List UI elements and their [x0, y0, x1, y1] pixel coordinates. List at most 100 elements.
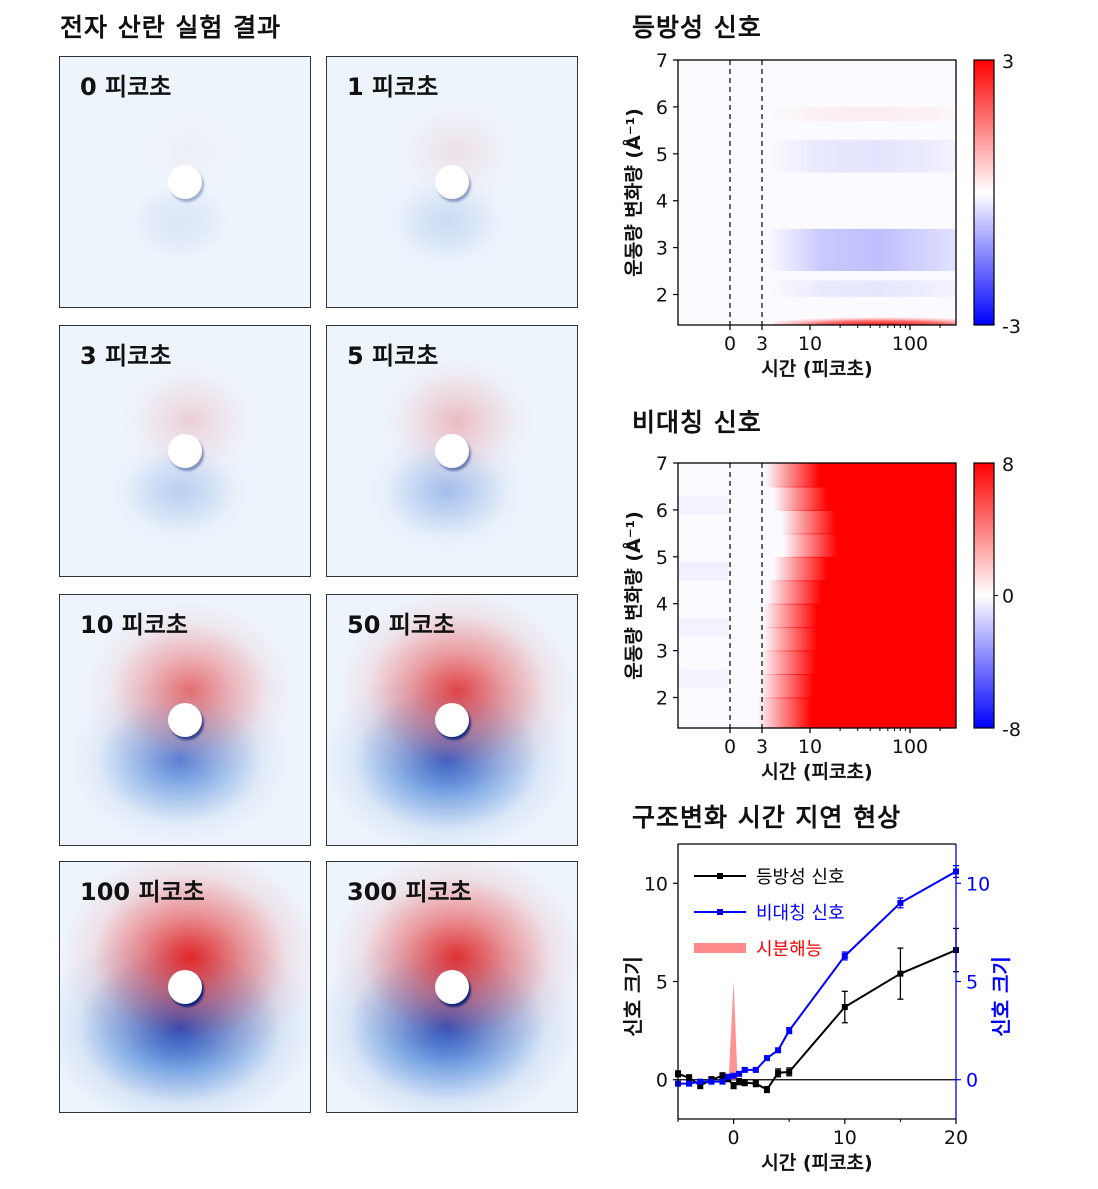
y-tick-label: 7	[656, 453, 668, 475]
y-tick-label: 5	[656, 144, 668, 166]
data-point	[697, 1082, 704, 1089]
signal-edge	[773, 486, 828, 511]
signal-edge	[783, 533, 838, 558]
y-axis-label-left: 신호 크기	[621, 956, 645, 1037]
x-tick-label: 3	[756, 333, 768, 355]
panel-time-label: 10 피코초	[80, 611, 188, 639]
signal-band	[766, 228, 956, 272]
signal-region	[820, 463, 956, 488]
data-point	[775, 1047, 782, 1054]
beam-stop	[435, 703, 469, 737]
diffraction-panel: 0 피코초	[59, 56, 311, 308]
data-point	[741, 1066, 748, 1073]
x-axis-label: 시간 (피코초)	[761, 1152, 872, 1174]
signal-region	[818, 627, 956, 652]
x-tick-label: 20	[944, 1127, 968, 1149]
legend-swatch	[694, 943, 746, 953]
panel-time-label: 5 피코초	[347, 342, 439, 370]
signal-edge	[781, 509, 836, 535]
signal-edge	[765, 463, 820, 488]
legend-label: 비대칭 신호	[756, 903, 845, 924]
beam-stop	[168, 165, 202, 199]
x-axis-label: 시간 (피코초)	[761, 761, 872, 783]
x-tick-label: 10	[833, 1127, 857, 1149]
beam-stop	[435, 970, 469, 1004]
y-axis-label: 운동량 변화량 (Å⁻¹)	[621, 108, 645, 277]
signal-edge	[759, 674, 814, 699]
y-tick-label: 3	[656, 641, 668, 663]
panel-time-label: 50 피코초	[347, 611, 455, 639]
plot-frame	[677, 59, 957, 326]
diffraction-panel: 100 피코초	[59, 861, 311, 1113]
signal-band	[766, 106, 956, 121]
legend-marker	[717, 873, 723, 879]
y-tick-label: 4	[656, 594, 668, 616]
beam-stop	[168, 434, 202, 468]
signal-band-red	[773, 313, 956, 325]
delay-title: 구조변화 시간 지연 현상	[632, 803, 902, 832]
x-tick-label: 10	[798, 736, 822, 758]
data-point	[697, 1078, 704, 1085]
data-point	[730, 1082, 737, 1089]
left-title: 전자 산란 실험 결과	[60, 13, 282, 42]
diffraction-panel: 300 피코초	[326, 861, 578, 1113]
x-axis-label: 시간 (피코초)	[761, 358, 872, 380]
data-point	[752, 1080, 759, 1087]
signal-region	[822, 580, 956, 605]
x-tick-label: 0	[724, 736, 736, 758]
signal-region	[814, 674, 956, 699]
panel-time-label: 1 피코초	[347, 73, 439, 101]
beam-stop	[168, 703, 202, 737]
signal-edge	[767, 580, 822, 605]
signal-region	[838, 533, 956, 558]
y2-tick-label: 5	[966, 972, 978, 994]
plot-frame	[677, 462, 957, 729]
aniso-title: 비대칭 신호	[632, 408, 762, 437]
data-point	[752, 1066, 759, 1073]
beam-stop	[435, 434, 469, 468]
data-point	[719, 1072, 726, 1079]
data-point	[775, 1069, 782, 1076]
data-point	[897, 970, 904, 977]
panel-time-label: 300 피코초	[347, 878, 472, 906]
signal-region	[828, 486, 956, 511]
x-tick-label: 10	[798, 333, 822, 355]
colorbar-min-label: -8	[1002, 719, 1021, 741]
y2-tick-label: 0	[966, 1070, 978, 1092]
beam-stop	[168, 970, 202, 1004]
data-point	[686, 1080, 693, 1087]
colorbar-max-label: 3	[1002, 51, 1014, 73]
signal-band	[766, 280, 956, 297]
y-tick-label: 0	[656, 1070, 668, 1092]
y-tick-label: 2	[656, 688, 668, 710]
x-tick-label: 100	[892, 736, 928, 758]
legend-label: 등방성 신호	[756, 867, 845, 888]
data-point	[763, 1086, 770, 1093]
signal-band	[766, 139, 956, 173]
panel-time-label: 3 피코초	[80, 342, 172, 370]
signal-band	[678, 617, 728, 637]
x-tick-label: 0	[728, 1127, 740, 1149]
signal-edge	[757, 697, 812, 728]
signal-band	[678, 495, 728, 515]
colorbar-max-label: 8	[1002, 454, 1014, 476]
colorbar-mid-label: 0	[1002, 586, 1014, 608]
diffraction-panel: 5 피코초	[326, 325, 578, 577]
y-tick-label: 5	[656, 972, 668, 994]
signal-region	[818, 603, 956, 629]
diffraction-panel: 50 피코초	[326, 594, 578, 846]
signal-band	[678, 669, 728, 689]
y-tick-label: 5	[656, 547, 668, 569]
data-point	[763, 1055, 770, 1062]
data-point	[736, 1070, 743, 1077]
y-tick-label: 6	[656, 97, 668, 119]
data-point	[708, 1078, 715, 1085]
signal-edge	[763, 627, 818, 652]
x-tick-label: 100	[892, 333, 928, 355]
colorbar	[973, 462, 995, 729]
time-resolution-peak	[728, 981, 738, 1080]
legend-marker	[717, 909, 723, 915]
data-point	[841, 952, 848, 959]
